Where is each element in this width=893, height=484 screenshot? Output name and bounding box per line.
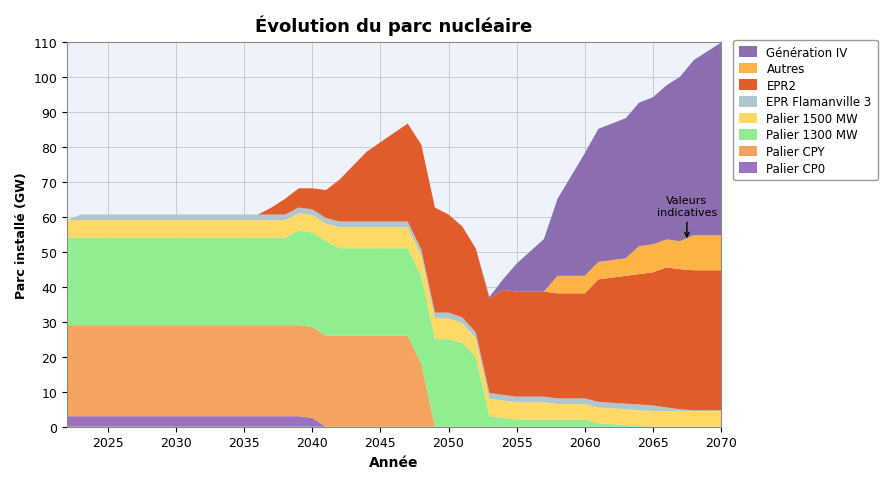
X-axis label: Année: Année [370, 455, 419, 469]
Y-axis label: Parc installé (GW): Parc installé (GW) [15, 171, 28, 298]
Legend: Génération IV, Autres, EPR2, EPR Flamanville 3, Palier 1500 MW, Palier 1300 MW, : Génération IV, Autres, EPR2, EPR Flamanv… [733, 41, 878, 181]
Title: Évolution du parc nucléaire: Évolution du parc nucléaire [255, 15, 533, 35]
Text: Valeurs
indicatives: Valeurs indicatives [656, 196, 717, 237]
